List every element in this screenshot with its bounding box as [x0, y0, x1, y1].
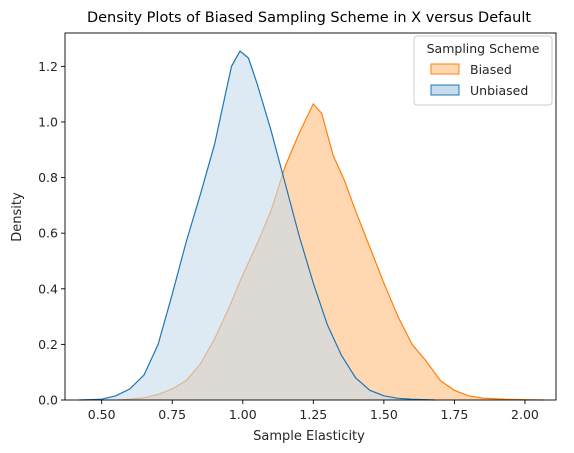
- chart-title: Density Plots of Biased Sampling Scheme …: [87, 10, 531, 26]
- x-tick-label: 0.50: [88, 407, 116, 422]
- y-tick-label: 1.2: [38, 59, 58, 74]
- y-tick-label: 1.0: [38, 114, 58, 129]
- x-tick-label: 2.00: [511, 407, 539, 422]
- y-tick-label: 0.8: [38, 170, 58, 185]
- x-tick-label: 1.75: [440, 407, 468, 422]
- legend-label-biased: Biased: [470, 62, 512, 77]
- legend-title: Sampling Scheme: [427, 41, 540, 56]
- y-tick-label: 0.6: [38, 226, 58, 241]
- y-tick-label: 0.4: [38, 281, 58, 296]
- x-tick-label: 1.50: [370, 407, 398, 422]
- axes-frame: [64, 32, 557, 401]
- legend-swatch-biased: [430, 63, 460, 75]
- x-axis-label: Sample Elasticity: [253, 429, 365, 444]
- y-axis-ticks: 0.0 0.2 0.4 0.6 0.8 1.0 1.2: [38, 59, 65, 408]
- plot-area: [64, 32, 557, 401]
- density-fill-unbiased: [79, 51, 435, 400]
- y-tick-label: 0.0: [38, 393, 58, 408]
- legend-label-unbiased: Unbiased: [470, 83, 528, 98]
- x-tick-label: 1.00: [229, 407, 257, 422]
- y-tick-label: 0.2: [38, 337, 58, 352]
- legend: Sampling Scheme Biased Unbiased: [413, 35, 553, 106]
- density-line-unbiased: [79, 50, 435, 401]
- series-layer: [79, 50, 545, 401]
- x-tick-label: 1.25: [299, 407, 327, 422]
- legend-swatch-unbiased: [430, 84, 460, 96]
- x-axis-ticks: 0.50 0.75 1.00 1.25 1.50 1.75 2.00: [88, 400, 539, 422]
- x-tick-label: 0.75: [158, 407, 186, 422]
- y-axis-label: Density: [10, 192, 25, 242]
